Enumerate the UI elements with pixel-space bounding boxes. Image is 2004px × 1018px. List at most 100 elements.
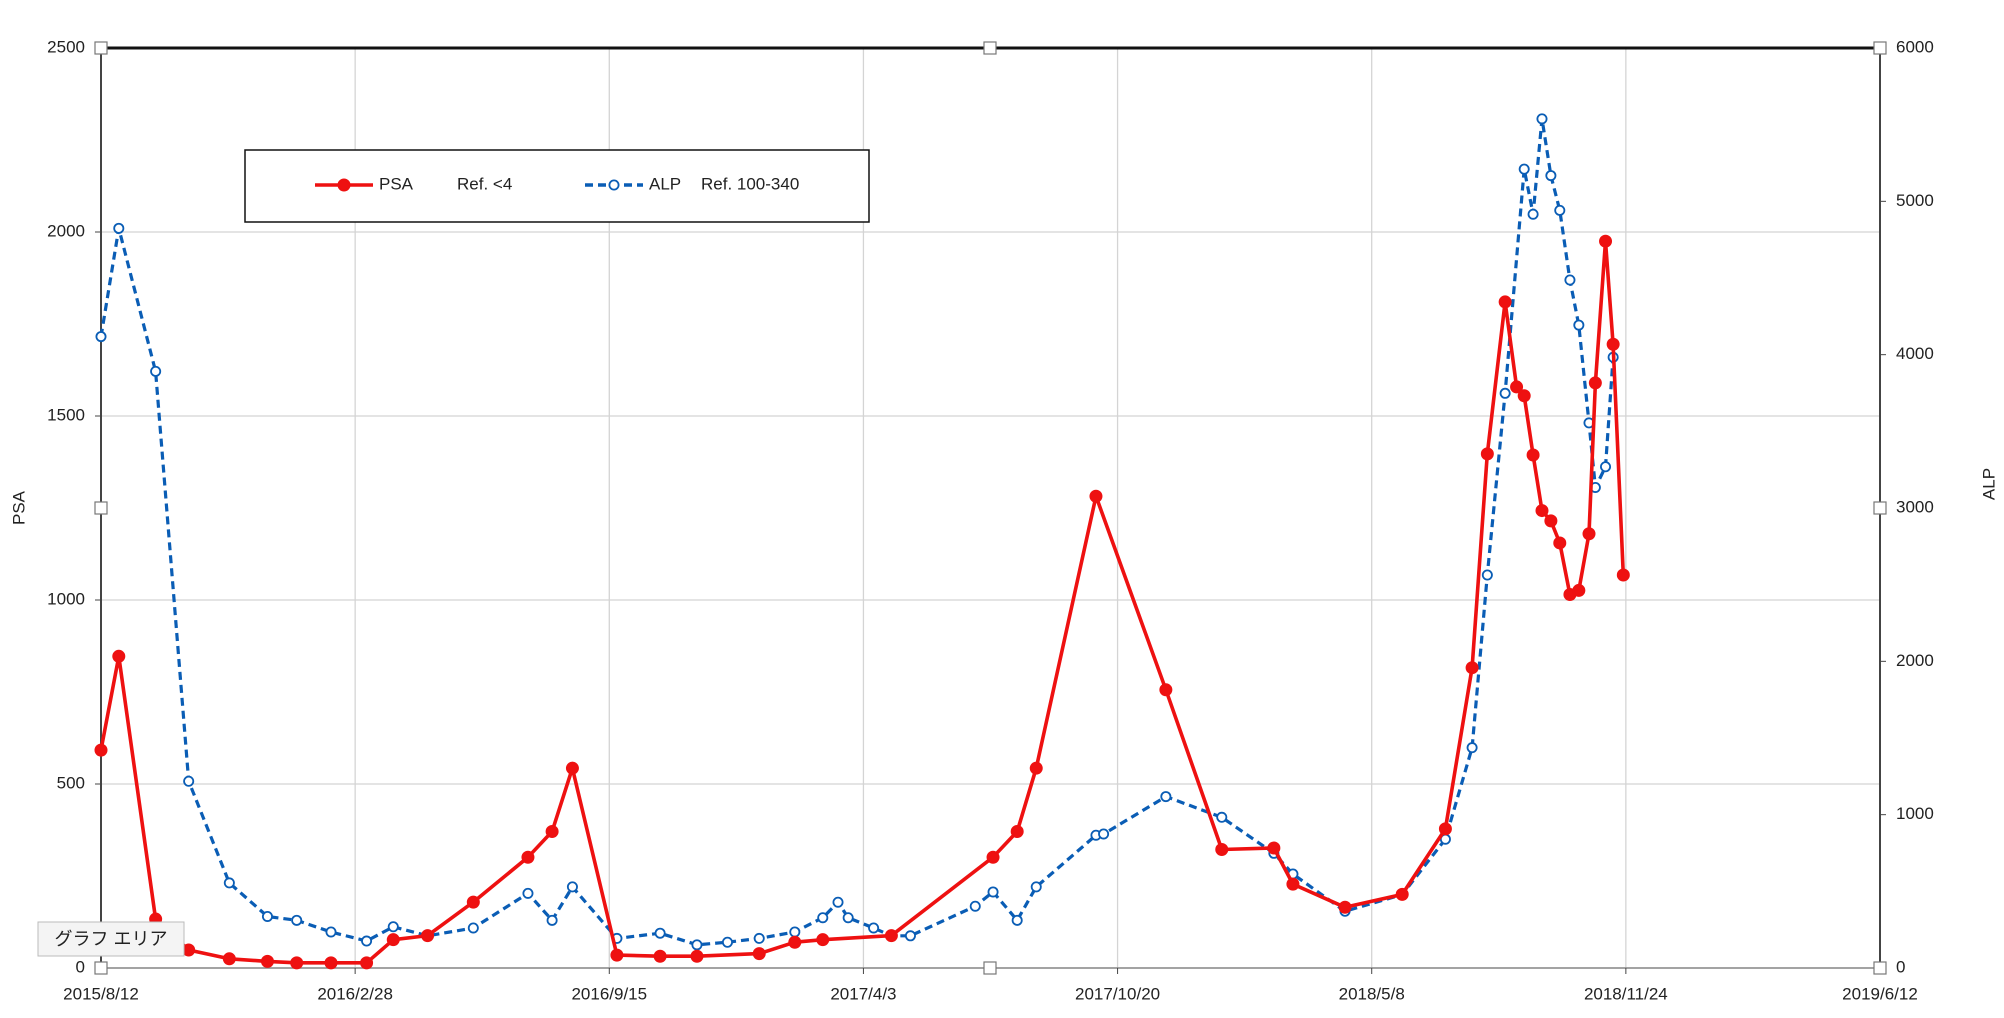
- x-tick-label: 2017/10/20: [1075, 984, 1160, 1003]
- data-point: [1480, 447, 1494, 461]
- handle: [1873, 501, 1887, 515]
- handle: [1873, 41, 1887, 55]
- legend-marker: [337, 178, 351, 192]
- data-point: [1098, 828, 1110, 840]
- data-point: [691, 939, 703, 951]
- data-point: [1564, 274, 1576, 286]
- data-point: [1582, 527, 1596, 541]
- data-point: [788, 935, 802, 949]
- data-point: [183, 775, 195, 787]
- data-point: [546, 914, 558, 926]
- selection-handles: [94, 41, 1887, 975]
- x-tick-label: 2019/6/12: [1842, 984, 1918, 1003]
- y2-tick-label: 4000: [1896, 344, 1934, 363]
- data-point: [1517, 389, 1531, 403]
- x-tick-label: 2018/11/24: [1584, 984, 1668, 1003]
- data-point: [884, 929, 898, 943]
- data-point: [1527, 208, 1539, 220]
- data-point: [1545, 170, 1557, 182]
- data-point: [1465, 661, 1479, 675]
- data-point: [566, 881, 578, 893]
- handle: [94, 41, 108, 55]
- data-point: [386, 933, 400, 947]
- data-point: [223, 877, 235, 889]
- data-point: [1536, 113, 1548, 125]
- handle: [983, 961, 997, 975]
- data-point: [291, 914, 303, 926]
- data-point: [260, 954, 274, 968]
- data-point: [222, 952, 236, 966]
- legend-label: PSA: [379, 174, 414, 193]
- data-point: [752, 947, 766, 961]
- data-point: [868, 922, 880, 934]
- y2-tick-label: 0: [1896, 957, 1905, 976]
- handle: [94, 961, 108, 975]
- data-point: [1572, 583, 1586, 597]
- tooltip-text: グラフ エリア: [54, 929, 167, 949]
- legend-note: Ref. <4: [457, 174, 512, 193]
- data-point: [1553, 536, 1567, 550]
- data-point: [1160, 791, 1172, 803]
- y-tick-label: 0: [76, 957, 85, 976]
- y-axis-label: PSA: [9, 490, 28, 525]
- data-point: [842, 912, 854, 924]
- y-tick-label: 1500: [47, 405, 85, 424]
- x-tick-label: 2015/8/12: [63, 984, 139, 1003]
- data-point: [690, 949, 704, 963]
- data-point: [95, 331, 107, 343]
- data-point: [1029, 761, 1043, 775]
- data-point: [1030, 881, 1042, 893]
- data-point: [1215, 843, 1229, 857]
- data-point: [1544, 514, 1558, 528]
- data-point: [1599, 234, 1613, 248]
- legend-note: Ref. 100-340: [701, 174, 799, 193]
- x-tick-label: 2018/5/8: [1339, 984, 1405, 1003]
- y-tick-label: 1000: [47, 589, 85, 608]
- data-point: [1438, 822, 1452, 836]
- data-point: [721, 936, 733, 948]
- data-point: [969, 900, 981, 912]
- data-point: [325, 926, 337, 938]
- data-point: [1600, 461, 1612, 473]
- y-tick-label: 2000: [47, 221, 85, 240]
- data-point: [1286, 877, 1300, 891]
- data-point: [832, 896, 844, 908]
- data-point: [654, 927, 666, 939]
- data-point: [1498, 295, 1512, 309]
- data-point: [1466, 742, 1478, 754]
- legend-label: ALP: [649, 174, 681, 193]
- data-point: [361, 935, 373, 947]
- data-point: [904, 930, 916, 942]
- data-point: [987, 886, 999, 898]
- series-line: [99, 117, 1615, 947]
- y-tick-label: 2500: [47, 37, 85, 56]
- legend: PSA Ref. <4 ALP Ref. 100-340: [244, 149, 870, 223]
- x-tick-label: 2016/2/28: [317, 984, 393, 1003]
- data-point: [1573, 319, 1585, 331]
- tooltip: グラフ エリア: [37, 921, 185, 957]
- data-point: [1338, 900, 1352, 914]
- data-point: [1616, 568, 1630, 582]
- data-point: [1011, 914, 1023, 926]
- series-layer: [94, 113, 1630, 970]
- x-tick-label: 2016/9/15: [571, 984, 647, 1003]
- x-tick-label: 2017/4/3: [830, 984, 896, 1003]
- y2-tick-label: 1000: [1896, 804, 1934, 823]
- data-point: [1089, 489, 1103, 503]
- tooltip-box: [37, 921, 185, 957]
- data-point: [1535, 504, 1549, 518]
- data-point: [290, 956, 304, 970]
- handle: [94, 501, 108, 515]
- data-point: [545, 824, 559, 838]
- y2-tick-label: 2000: [1896, 651, 1934, 670]
- data-point: [324, 956, 338, 970]
- data-point: [1499, 387, 1511, 399]
- data-point: [182, 943, 196, 957]
- data-point: [1554, 204, 1566, 216]
- data-point: [387, 921, 399, 933]
- data-point: [1267, 841, 1281, 855]
- data-point: [467, 922, 479, 934]
- data-point: [653, 949, 667, 963]
